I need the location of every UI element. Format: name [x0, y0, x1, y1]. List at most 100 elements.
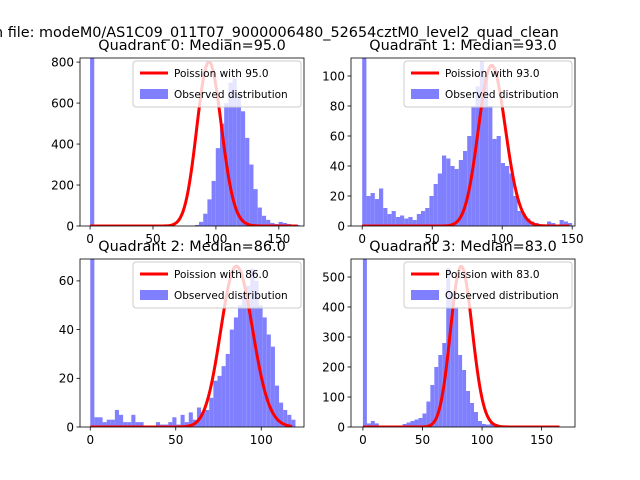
histogram-bar	[410, 421, 415, 427]
legend-poisson-label: Poission with 93.0	[445, 68, 540, 80]
axes-frame	[79, 57, 305, 227]
histogram-bar	[188, 412, 193, 427]
histogram-bar	[370, 193, 375, 226]
histogram-bar	[118, 414, 124, 427]
histogram-bar	[217, 375, 222, 427]
y-tick-label: 200	[51, 178, 74, 192]
histogram-bar	[479, 61, 484, 226]
y-tick-label: 500	[322, 270, 345, 284]
histogram-bar	[233, 317, 238, 427]
histogram-bar	[466, 391, 471, 427]
subplot-title: Quadrant 0: Median=95.0	[98, 38, 286, 54]
histogram-bar	[283, 409, 288, 427]
histogram-bar	[475, 86, 480, 226]
y-tick-label: 0	[66, 420, 74, 434]
histogram-bar	[205, 409, 210, 427]
histogram-bar	[559, 220, 564, 226]
subplot-title: Quadrant 1: Median=93.0	[369, 38, 557, 54]
histogram-bar	[477, 421, 482, 427]
legend-box	[403, 60, 573, 108]
histogram-bar	[94, 417, 99, 427]
legend-observed-swatch	[411, 89, 439, 99]
x-tick-label: 100	[250, 433, 273, 447]
histogram-bar	[500, 163, 505, 226]
histogram-bar	[278, 221, 283, 226]
histogram-bar	[426, 401, 431, 427]
legend-observed-swatch	[411, 290, 439, 300]
histogram-bar	[215, 148, 220, 226]
histogram-bar	[434, 367, 439, 427]
histogram-bar	[253, 189, 258, 226]
histogram-bar	[291, 419, 296, 427]
legend-box	[403, 261, 573, 309]
x-tick-label: 0	[359, 433, 367, 447]
histogram-bar	[513, 196, 518, 226]
figure-title: n file: modeM0/AS1C09_011T07_9000006480_…	[0, 25, 559, 41]
histogram-bar	[362, 58, 367, 226]
y-tick-label: 20	[330, 189, 345, 203]
histogram-bar	[418, 418, 423, 427]
histogram-bar	[131, 414, 136, 427]
y-tick-label: 0	[337, 219, 345, 233]
panel-quadrant-2: 0 50 100 0 20 40 60 Poission with 86.0 Observed …	[59, 239, 305, 447]
histogram-bar	[406, 422, 411, 427]
y-tick-label: 200	[322, 360, 345, 374]
histogram-bar	[221, 366, 226, 427]
histogram-bar	[517, 211, 522, 226]
histogram-bar	[496, 136, 501, 226]
x-tick-label: 50	[425, 232, 440, 246]
histogram-bar	[209, 397, 214, 427]
histogram-bar	[249, 164, 254, 226]
histogram-bar	[521, 214, 526, 226]
histogram-bar	[421, 211, 426, 226]
histogram-bar	[232, 78, 237, 226]
histogram-bar	[201, 412, 206, 427]
histogram-bar	[90, 259, 95, 427]
y-tick-label: 0	[66, 219, 74, 233]
histogram-bar	[266, 334, 271, 427]
histogram-bar	[245, 137, 250, 226]
x-tick-label: 150	[561, 232, 584, 246]
histogram-bar	[408, 217, 413, 226]
histogram-bar	[437, 173, 442, 226]
axes-frame	[350, 57, 576, 227]
legend-box	[132, 261, 302, 309]
histogram-bar	[366, 423, 371, 427]
y-tick-label: 80	[330, 99, 345, 113]
y-tick-label: 40	[59, 323, 74, 337]
y-tick-label: 60	[59, 274, 74, 288]
subplot-title: Quadrant 2: Median=86.0	[98, 239, 286, 255]
histogram-bar	[425, 208, 430, 226]
histogram-bar	[213, 380, 218, 427]
histogram-bar	[400, 215, 405, 226]
histogram-bar	[98, 417, 103, 427]
histogram-bar	[207, 199, 212, 226]
histogram-bar	[270, 346, 275, 427]
y-tick-label: 60	[330, 129, 345, 143]
histogram-bar	[414, 419, 419, 427]
histogram-bar	[488, 106, 493, 226]
histogram-bar	[568, 223, 573, 226]
legend-poisson-label: Poission with 86.0	[174, 269, 269, 281]
histogram-bar	[203, 213, 208, 226]
histogram-bar	[139, 422, 144, 427]
histogram-bar	[257, 207, 262, 226]
x-tick-label: 50	[145, 232, 160, 246]
histogram-bar	[395, 217, 400, 226]
y-tick-label: 400	[322, 300, 345, 314]
histogram-bar	[237, 305, 243, 427]
histogram-bar	[374, 423, 379, 427]
y-tick-label: 100	[322, 390, 345, 404]
histogram-bar	[262, 317, 267, 427]
histogram-bar	[194, 224, 200, 226]
histogram-bar	[438, 355, 443, 427]
histogram-bar	[123, 422, 128, 427]
histogram-bar	[450, 292, 455, 427]
histogram-bar	[168, 422, 173, 427]
legend-poisson-label: Poission with 83.0	[445, 269, 540, 281]
histogram-bar	[242, 293, 247, 427]
legend-observed-label: Observed distribution	[445, 89, 559, 101]
legend-observed-swatch	[140, 290, 168, 300]
histogram-bar	[246, 285, 251, 427]
